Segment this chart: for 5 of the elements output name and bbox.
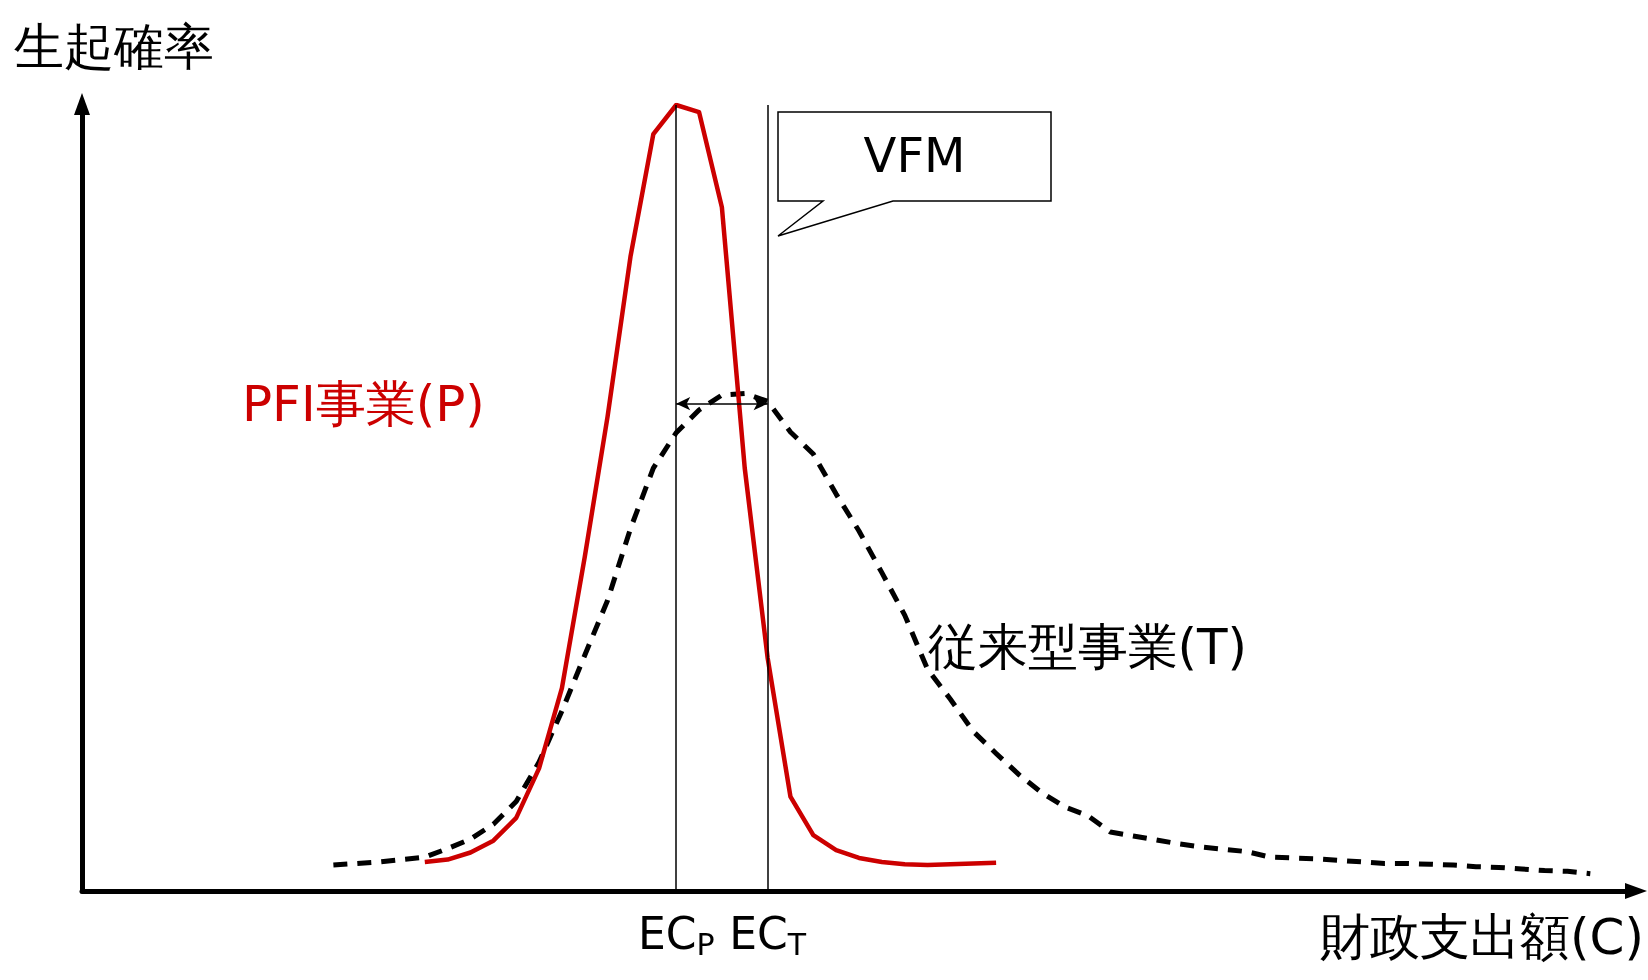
annotation: VFM xyxy=(862,127,967,183)
series-label: 従来型事業(T) xyxy=(927,618,1248,677)
y-axis-title: 生起確率 xyxy=(14,18,214,76)
text: PFI事業(P) xyxy=(241,374,485,433)
x-axis-title: 財政支出額(C) xyxy=(1320,908,1645,966)
